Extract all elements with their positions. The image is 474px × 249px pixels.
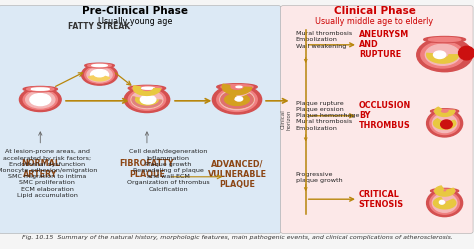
Ellipse shape xyxy=(430,188,459,193)
Ellipse shape xyxy=(458,46,474,60)
Ellipse shape xyxy=(427,110,463,137)
Ellipse shape xyxy=(124,87,170,113)
Ellipse shape xyxy=(430,109,459,114)
Wedge shape xyxy=(433,197,456,209)
Wedge shape xyxy=(427,53,458,63)
Wedge shape xyxy=(132,97,162,107)
Text: Plaque rupture
Plaque erosion
Plaque hemorrhage
Mural thrombosis
Embolization: Plaque rupture Plaque erosion Plaque hem… xyxy=(296,101,359,131)
Ellipse shape xyxy=(26,91,55,108)
Ellipse shape xyxy=(23,86,57,92)
Ellipse shape xyxy=(424,37,465,43)
Text: NORMAL
ARTERY: NORMAL ARTERY xyxy=(21,159,60,179)
Text: ADVANCED/
VULNERABLE
PLAQUE: ADVANCED/ VULNERABLE PLAQUE xyxy=(208,159,266,189)
Ellipse shape xyxy=(88,64,111,67)
Wedge shape xyxy=(435,107,455,116)
Text: Clinical Phase: Clinical Phase xyxy=(334,6,415,16)
Ellipse shape xyxy=(19,88,61,112)
Ellipse shape xyxy=(430,192,459,214)
Text: FATTY STREAK: FATTY STREAK xyxy=(68,22,131,31)
Ellipse shape xyxy=(132,86,162,90)
Text: ANEURYSM
AND
RUPTURE: ANEURYSM AND RUPTURE xyxy=(359,30,409,59)
Text: Fig. 10.15  Summary of the natural history, morphologic features, main pathogeni: Fig. 10.15 Summary of the natural histor… xyxy=(21,235,453,240)
Wedge shape xyxy=(89,76,109,81)
Ellipse shape xyxy=(236,86,242,88)
Ellipse shape xyxy=(91,69,109,80)
Wedge shape xyxy=(221,91,253,108)
Text: Progressive
plaque growth: Progressive plaque growth xyxy=(296,172,342,183)
Ellipse shape xyxy=(434,189,456,192)
Wedge shape xyxy=(222,84,252,95)
Ellipse shape xyxy=(439,200,445,204)
Wedge shape xyxy=(132,97,162,107)
Ellipse shape xyxy=(235,97,243,101)
Ellipse shape xyxy=(85,66,114,83)
Text: Clinical
horizon: Clinical horizon xyxy=(281,109,291,130)
Text: At lesion-prone areas, and
accelerated by risk factors;
Endothelial dysfunction
: At lesion-prone areas, and accelerated b… xyxy=(0,149,98,198)
FancyBboxPatch shape xyxy=(281,5,473,234)
Ellipse shape xyxy=(425,44,460,65)
Ellipse shape xyxy=(131,91,163,109)
FancyBboxPatch shape xyxy=(0,5,281,234)
Ellipse shape xyxy=(421,42,465,68)
Ellipse shape xyxy=(221,85,253,89)
Wedge shape xyxy=(133,86,161,95)
Ellipse shape xyxy=(434,51,446,59)
Ellipse shape xyxy=(427,189,463,217)
Ellipse shape xyxy=(434,110,456,113)
Ellipse shape xyxy=(140,95,156,104)
Ellipse shape xyxy=(128,89,165,110)
Ellipse shape xyxy=(142,87,155,89)
Ellipse shape xyxy=(432,114,457,132)
Ellipse shape xyxy=(430,112,459,134)
Ellipse shape xyxy=(217,88,257,112)
Wedge shape xyxy=(435,186,455,196)
Ellipse shape xyxy=(85,63,114,68)
Ellipse shape xyxy=(30,94,51,106)
Ellipse shape xyxy=(428,38,461,42)
Text: FIBROFATTY
PLAQUE: FIBROFATTY PLAQUE xyxy=(119,159,174,179)
Ellipse shape xyxy=(432,194,457,212)
Ellipse shape xyxy=(441,120,452,129)
Ellipse shape xyxy=(31,88,49,90)
Text: Usually middle age to elderly: Usually middle age to elderly xyxy=(315,17,434,26)
Ellipse shape xyxy=(220,89,254,110)
Text: Cell death/degeneration
Inflammation
Plaque growth
Remodeling of plaque
and wall: Cell death/degeneration Inflammation Pla… xyxy=(127,149,210,191)
Ellipse shape xyxy=(92,64,107,66)
Ellipse shape xyxy=(82,64,118,85)
Text: Usually young age: Usually young age xyxy=(98,17,172,26)
Text: Mural thrombosis
Embolization
Wall weakening: Mural thrombosis Embolization Wall weake… xyxy=(296,31,352,49)
Text: OCCLUSION
BY
THROMBUS: OCCLUSION BY THROMBUS xyxy=(359,101,411,130)
Ellipse shape xyxy=(212,85,262,114)
Ellipse shape xyxy=(27,87,54,91)
Wedge shape xyxy=(433,119,456,129)
Ellipse shape xyxy=(23,90,57,109)
Ellipse shape xyxy=(217,84,257,90)
Ellipse shape xyxy=(128,85,165,91)
Ellipse shape xyxy=(87,67,112,82)
Text: CRITICAL
STENOSIS: CRITICAL STENOSIS xyxy=(359,190,404,209)
Ellipse shape xyxy=(417,38,473,72)
Text: Pre-Clinical Phase: Pre-Clinical Phase xyxy=(82,6,188,16)
Wedge shape xyxy=(221,91,253,108)
